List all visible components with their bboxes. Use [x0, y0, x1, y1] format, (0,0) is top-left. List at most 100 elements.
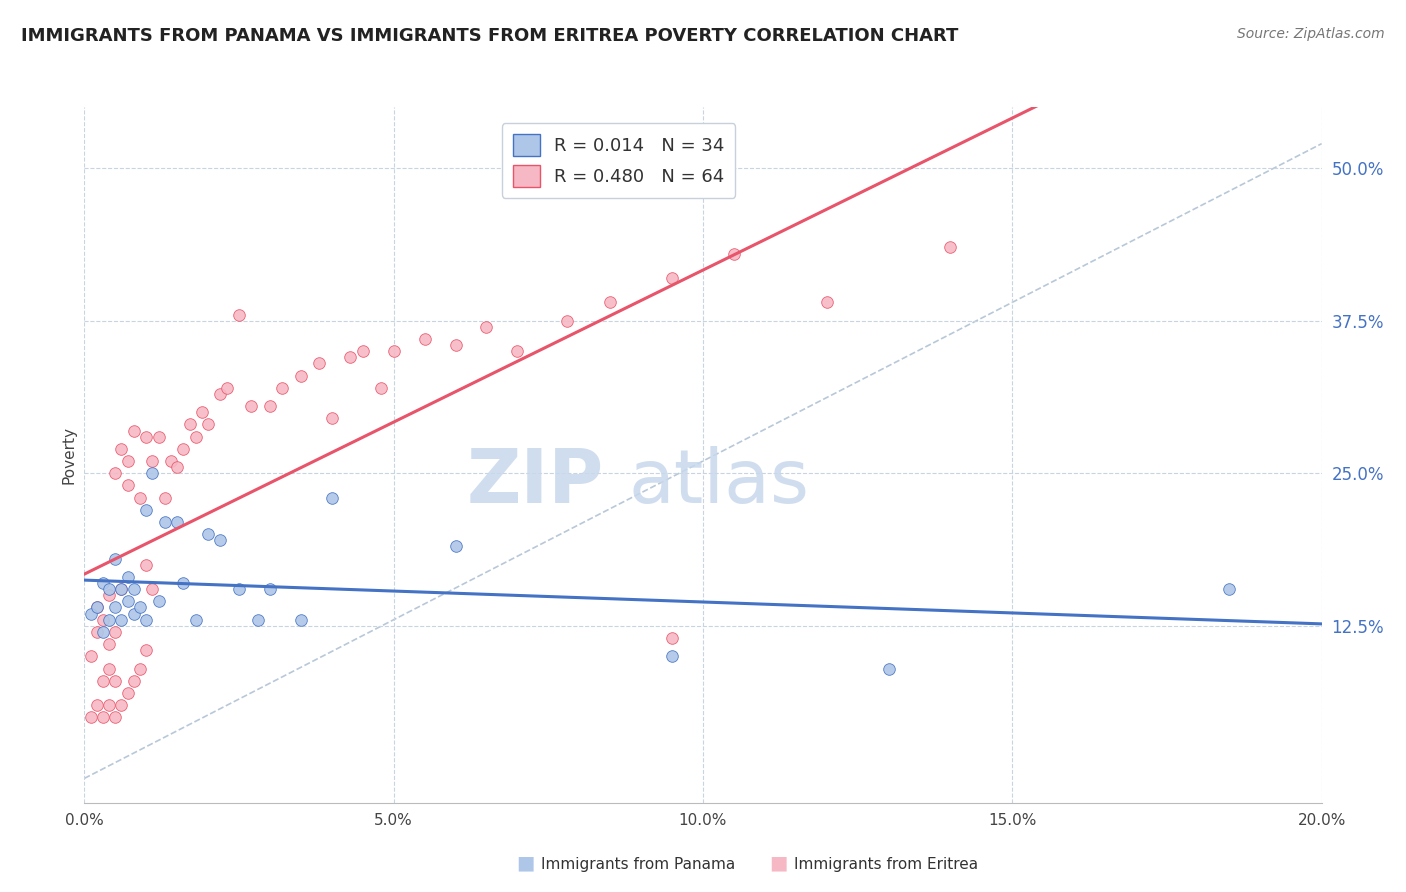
- Point: [79, 649, 101, 664]
- Point: [153, 515, 176, 529]
- Point: [382, 344, 405, 359]
- Point: [86, 600, 108, 615]
- Point: [98, 613, 121, 627]
- Point: [110, 442, 132, 456]
- Point: [104, 600, 127, 615]
- Point: [444, 338, 467, 352]
- Point: [104, 710, 127, 724]
- Point: [86, 624, 108, 639]
- Point: [184, 613, 207, 627]
- Point: [209, 533, 232, 548]
- Point: [215, 381, 238, 395]
- Point: [141, 454, 163, 468]
- Point: [135, 429, 157, 443]
- Point: [98, 698, 121, 713]
- Point: [135, 558, 157, 572]
- Point: [79, 710, 101, 724]
- Point: [98, 637, 121, 651]
- Point: [661, 649, 683, 664]
- Point: [135, 643, 157, 657]
- Point: [129, 491, 152, 505]
- Point: [104, 624, 127, 639]
- Point: [308, 356, 330, 370]
- Point: [110, 582, 132, 597]
- Point: [91, 673, 114, 688]
- Point: [166, 515, 188, 529]
- Point: [172, 576, 194, 591]
- Point: [246, 613, 269, 627]
- Text: atlas: atlas: [628, 446, 810, 519]
- Point: [98, 582, 121, 597]
- Point: [723, 246, 745, 260]
- Text: Immigrants from Eritrea: Immigrants from Eritrea: [794, 857, 979, 872]
- Point: [209, 387, 232, 401]
- Point: [179, 417, 201, 432]
- Y-axis label: Poverty: Poverty: [60, 425, 76, 484]
- Point: [91, 624, 114, 639]
- Point: [135, 613, 157, 627]
- Point: [599, 295, 621, 310]
- Point: [91, 576, 114, 591]
- Point: [228, 308, 250, 322]
- Point: [122, 673, 145, 688]
- Point: [197, 417, 219, 432]
- Point: [271, 381, 294, 395]
- Point: [939, 240, 962, 254]
- Point: [877, 661, 900, 675]
- Point: [339, 351, 361, 365]
- Point: [122, 582, 145, 597]
- Point: [129, 661, 152, 675]
- Text: Immigrants from Panama: Immigrants from Panama: [541, 857, 735, 872]
- Point: [197, 527, 219, 541]
- Legend: R = 0.014   N = 34, R = 0.480   N = 64: R = 0.014 N = 34, R = 0.480 N = 64: [502, 123, 735, 198]
- Point: [117, 594, 139, 608]
- Point: [259, 582, 281, 597]
- Point: [259, 399, 281, 413]
- Point: [141, 467, 163, 481]
- Point: [184, 429, 207, 443]
- Text: ZIP: ZIP: [467, 446, 605, 519]
- Point: [413, 332, 436, 346]
- Point: [444, 540, 467, 554]
- Point: [661, 271, 683, 285]
- Point: [86, 600, 108, 615]
- Point: [370, 381, 392, 395]
- Point: [228, 582, 250, 597]
- Point: [191, 405, 214, 419]
- Point: [1218, 582, 1240, 597]
- Point: [104, 467, 127, 481]
- Point: [290, 368, 312, 383]
- Point: [475, 319, 498, 334]
- Point: [110, 613, 132, 627]
- Text: ■: ■: [769, 854, 787, 872]
- Point: [91, 613, 114, 627]
- Point: [104, 673, 127, 688]
- Point: [135, 503, 157, 517]
- Point: [506, 344, 529, 359]
- Point: [555, 313, 578, 327]
- Point: [321, 411, 343, 425]
- Point: [129, 600, 152, 615]
- Point: [110, 698, 132, 713]
- Point: [117, 454, 139, 468]
- Point: [321, 491, 343, 505]
- Point: [141, 582, 163, 597]
- Point: [661, 631, 683, 645]
- Point: [122, 424, 145, 438]
- Text: Source: ZipAtlas.com: Source: ZipAtlas.com: [1237, 27, 1385, 41]
- Point: [122, 607, 145, 621]
- Point: [815, 295, 838, 310]
- Point: [117, 686, 139, 700]
- Point: [117, 478, 139, 492]
- Point: [148, 594, 170, 608]
- Point: [352, 344, 374, 359]
- Point: [104, 551, 127, 566]
- Point: [110, 582, 132, 597]
- Point: [166, 460, 188, 475]
- Point: [79, 607, 101, 621]
- Point: [172, 442, 194, 456]
- Point: [240, 399, 263, 413]
- Point: [117, 570, 139, 584]
- Point: [153, 491, 176, 505]
- Text: IMMIGRANTS FROM PANAMA VS IMMIGRANTS FROM ERITREA POVERTY CORRELATION CHART: IMMIGRANTS FROM PANAMA VS IMMIGRANTS FRO…: [21, 27, 959, 45]
